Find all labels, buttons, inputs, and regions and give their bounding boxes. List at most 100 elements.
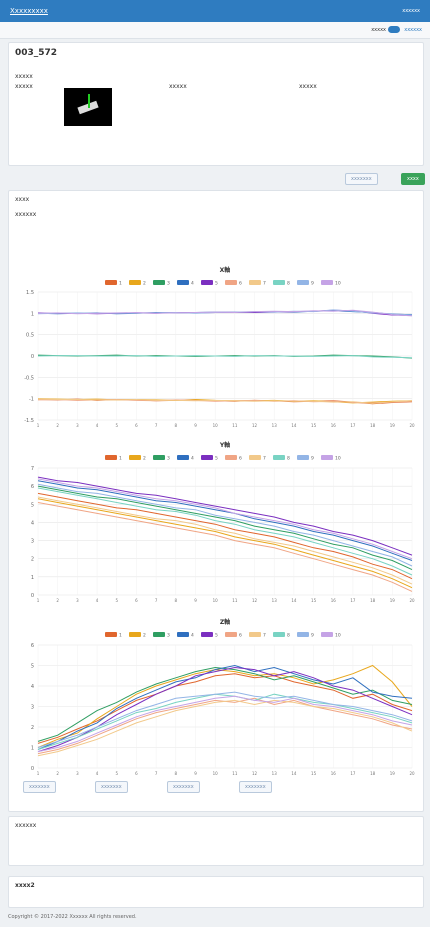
x-tick-label: 19 [390, 598, 396, 603]
legend-label: 6 [239, 281, 242, 287]
legend-swatch [129, 280, 141, 285]
legend-swatch [129, 455, 141, 460]
legend-label: 2 [143, 456, 146, 462]
charts: -1.5-1-0.500.511.51234567891011121314151… [0, 0, 430, 927]
y-tick-label: 0.5 [26, 333, 34, 339]
x-tick-label: 20 [409, 598, 415, 603]
legend-swatch [153, 632, 165, 637]
legend-label: 7 [263, 633, 266, 639]
y-tick-label: 5 [31, 502, 34, 508]
y-tick-label: 2 [31, 725, 34, 731]
x-tick-label: 12 [252, 771, 258, 776]
legend-label: 10 [335, 456, 341, 462]
app: Xxxxxxxxx xxxxxx xxxxx xxxxxx 003_572 xx… [0, 0, 430, 927]
legend-swatch [225, 280, 237, 285]
legend-label: 6 [239, 456, 242, 462]
legend-swatch [129, 632, 141, 637]
legend-swatch [201, 632, 213, 637]
legend-swatch [321, 455, 333, 460]
x-tick-label: 15 [311, 423, 317, 428]
series-line [38, 499, 412, 588]
legend-label: 8 [287, 633, 290, 639]
legend-label: 9 [311, 456, 314, 462]
legend-label: 3 [167, 456, 170, 462]
x-tick-label: 6 [135, 771, 138, 776]
x-tick-label: 5 [115, 423, 118, 428]
y-tick-label: 1 [31, 746, 34, 752]
legend-label: 5 [215, 456, 218, 462]
legend-swatch [321, 280, 333, 285]
legend-label: 1 [119, 633, 122, 639]
legend-label: 9 [311, 281, 314, 287]
legend-swatch [225, 632, 237, 637]
legend-swatch [105, 280, 117, 285]
legend-swatch [177, 280, 189, 285]
x-tick-label: 6 [135, 598, 138, 603]
x-tick-label: 3 [76, 423, 79, 428]
x-tick-label: 8 [175, 598, 178, 603]
x-tick-label: 4 [96, 423, 99, 428]
x-tick-label: 1 [37, 423, 40, 428]
legend-swatch [297, 455, 309, 460]
x-tick-label: 17 [350, 771, 356, 776]
legend-swatch [321, 632, 333, 637]
x-tick-label: 3 [76, 771, 79, 776]
x-tick-label: 13 [272, 423, 278, 428]
x-tick-label: 8 [175, 423, 178, 428]
legend-swatch [201, 455, 213, 460]
legend-label: 8 [287, 281, 290, 287]
legend-swatch [273, 455, 285, 460]
x-tick-label: 3 [76, 598, 79, 603]
legend-label: 10 [335, 633, 341, 639]
y-tick-label: 6 [31, 484, 34, 490]
x-tick-label: 9 [194, 771, 197, 776]
x-tick-label: 14 [291, 598, 297, 603]
x-tick-label: 11 [232, 771, 238, 776]
x-tick-label: 1 [37, 598, 40, 603]
legend-swatch [153, 280, 165, 285]
x-tick-label: 4 [96, 771, 99, 776]
legend-label: 3 [167, 281, 170, 287]
y-tick-label: 3 [31, 539, 34, 545]
x-tick-label: 10 [213, 423, 219, 428]
chart-title: Y軸 [219, 441, 230, 449]
legend-swatch [177, 632, 189, 637]
x-tick-label: 10 [213, 771, 219, 776]
y-tick-label: 0 [31, 766, 34, 772]
legend-label: 3 [167, 633, 170, 639]
series-line [38, 477, 412, 555]
x-tick-label: 13 [272, 771, 278, 776]
legend-label: 7 [263, 456, 266, 462]
legend-swatch [273, 280, 285, 285]
x-tick-label: 2 [56, 771, 59, 776]
legend-label: 9 [311, 633, 314, 639]
legend-label: 8 [287, 456, 290, 462]
legend-swatch [105, 632, 117, 637]
x-tick-label: 8 [175, 771, 178, 776]
y-tick-label: 0 [31, 593, 34, 599]
legend-swatch [225, 455, 237, 460]
y-tick-label: -1 [29, 397, 34, 403]
y-tick-label: 1 [31, 575, 34, 581]
y-tick-label: 2 [31, 557, 34, 563]
chart-title: Z軸 [220, 618, 230, 626]
legend-label: 7 [263, 281, 266, 287]
y-tick-label: -1.5 [24, 418, 34, 424]
y-tick-label: -0.5 [24, 375, 34, 381]
y-tick-label: 1 [31, 311, 34, 317]
legend-label: 1 [119, 456, 122, 462]
x-tick-label: 5 [115, 598, 118, 603]
x-tick-label: 5 [115, 771, 118, 776]
x-tick-label: 12 [252, 423, 258, 428]
x-tick-label: 1 [37, 771, 40, 776]
legend-label: 10 [335, 281, 341, 287]
legend-label: 4 [191, 456, 194, 462]
legend-label: 5 [215, 281, 218, 287]
legend-label: 2 [143, 633, 146, 639]
chart-title: X軸 [220, 266, 231, 274]
x-tick-label: 7 [155, 598, 158, 603]
x-tick-label: 9 [194, 598, 197, 603]
x-tick-label: 18 [370, 771, 376, 776]
x-tick-label: 14 [291, 423, 297, 428]
x-tick-label: 19 [390, 423, 396, 428]
